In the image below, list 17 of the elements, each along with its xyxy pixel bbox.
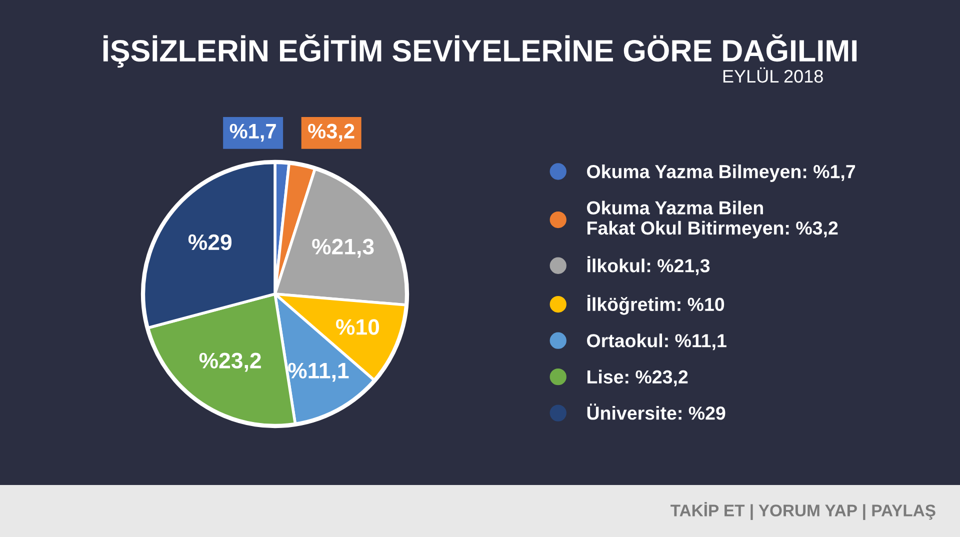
data-label: %10 — [336, 319, 380, 335]
data-label: %3,2 — [308, 124, 354, 142]
chart-subtitle: EYLÜL 2018 — [723, 67, 823, 83]
legend-label: Üniversite: %29 — [587, 404, 726, 420]
text: TAKİP ET | YORUM YAP | PAYLAŞ — [670, 502, 936, 520]
data-label: %21,3 — [312, 238, 374, 258]
data-label: %1,7 — [230, 124, 276, 142]
legend-label: İlkokul: %21,3 — [588, 256, 710, 276]
legend-label: Ortaokul: %11,1 — [587, 334, 726, 350]
data-label: %11,1 — [288, 362, 349, 382]
data-label: %29 — [188, 234, 232, 250]
legend-label: Okuma Yazma Bilmeyen: %1,7 — [587, 164, 856, 182]
data-label: %23,2 — [199, 352, 261, 372]
legend-label: Okuma Yazma Bilen Fakat Okul Bitirmeyen: %3,2 — [587, 200, 838, 238]
chart-title: İŞSİZLERİN EĞİTİM SEVİYELERİNE GÖRE DAĞILIMI — [103, 34, 857, 68]
legend-label: İlköğretim: %10 — [588, 294, 724, 315]
legend-label: Lise: %23,2 — [588, 370, 688, 386]
